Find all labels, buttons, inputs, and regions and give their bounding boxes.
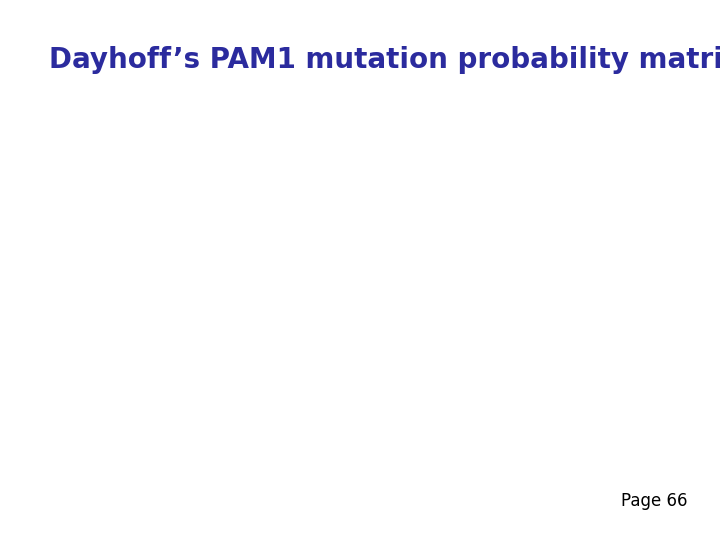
Text: Page 66: Page 66 (621, 492, 688, 510)
Text: Dayhoff’s PAM1 mutation probability matrix: Dayhoff’s PAM1 mutation probability matr… (49, 46, 720, 74)
